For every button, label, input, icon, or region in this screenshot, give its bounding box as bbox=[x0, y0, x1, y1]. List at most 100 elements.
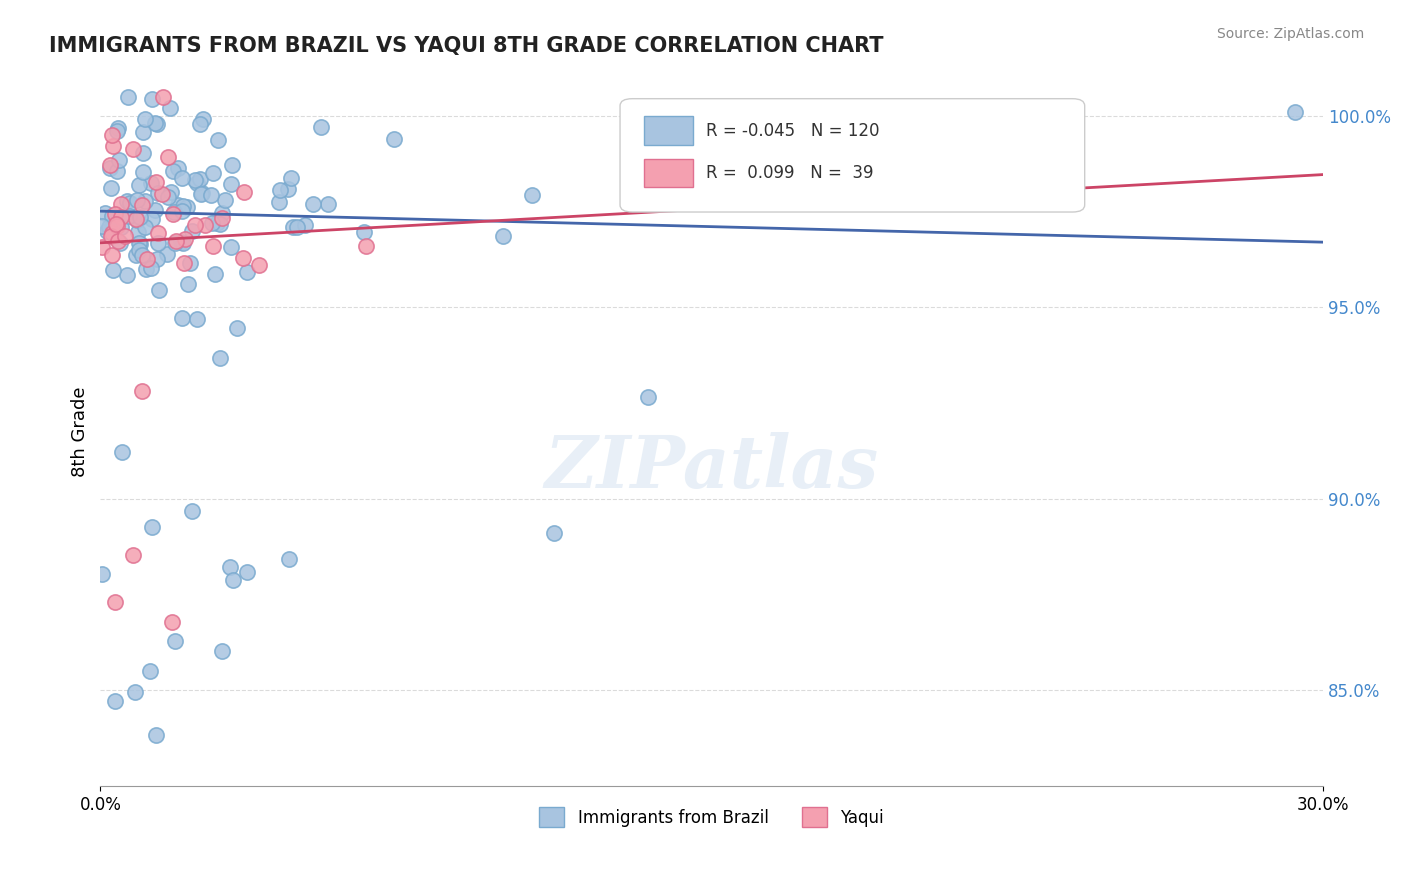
Point bbox=[277, 182, 299, 196]
Point bbox=[146, 252, 169, 266]
Point bbox=[146, 235, 169, 250]
Point bbox=[127, 212, 149, 227]
Point bbox=[115, 194, 138, 208]
Point bbox=[214, 193, 236, 207]
Point bbox=[172, 199, 194, 213]
Point bbox=[543, 526, 565, 541]
Point bbox=[201, 216, 224, 230]
Point bbox=[221, 239, 243, 253]
Point bbox=[1284, 104, 1306, 119]
Point bbox=[249, 259, 271, 273]
Point bbox=[135, 261, 157, 276]
Point bbox=[172, 171, 194, 186]
Point bbox=[152, 89, 174, 103]
Point bbox=[183, 218, 205, 232]
Bar bbox=[644, 159, 693, 187]
Point bbox=[353, 225, 375, 239]
Point bbox=[225, 320, 247, 334]
Point bbox=[139, 260, 162, 275]
Point bbox=[162, 615, 184, 629]
Point bbox=[207, 133, 229, 147]
Point bbox=[637, 390, 659, 404]
Point bbox=[191, 112, 214, 126]
Point bbox=[101, 128, 124, 142]
Point bbox=[104, 217, 127, 231]
Point bbox=[218, 559, 240, 574]
Point bbox=[301, 196, 323, 211]
Point bbox=[121, 548, 143, 562]
Point bbox=[103, 263, 125, 277]
Point bbox=[110, 210, 132, 224]
Point bbox=[128, 225, 150, 239]
Point bbox=[163, 204, 186, 219]
Point bbox=[105, 164, 128, 178]
Point bbox=[111, 445, 134, 459]
Point bbox=[104, 595, 127, 609]
Point bbox=[186, 176, 208, 190]
Point bbox=[143, 203, 166, 218]
Point bbox=[222, 573, 245, 587]
Point bbox=[236, 265, 259, 279]
Point bbox=[163, 634, 186, 648]
Point bbox=[127, 193, 149, 207]
Point bbox=[104, 694, 127, 708]
Point bbox=[141, 520, 163, 534]
Point bbox=[294, 218, 316, 232]
Point bbox=[170, 311, 193, 326]
Point bbox=[150, 186, 173, 201]
Point bbox=[145, 175, 167, 189]
Point bbox=[148, 186, 170, 200]
Point bbox=[172, 204, 194, 219]
Point bbox=[160, 186, 183, 200]
Point bbox=[492, 229, 515, 244]
Point bbox=[285, 220, 308, 235]
Point bbox=[382, 131, 405, 145]
Point bbox=[146, 226, 169, 240]
Point bbox=[100, 228, 122, 243]
Point bbox=[194, 218, 217, 232]
Point bbox=[269, 183, 291, 197]
Point bbox=[100, 181, 122, 195]
Point bbox=[131, 384, 153, 398]
Point bbox=[131, 197, 153, 211]
Point bbox=[134, 194, 156, 209]
Point bbox=[131, 248, 153, 262]
Point bbox=[183, 172, 205, 186]
Bar bbox=[644, 116, 693, 145]
Point bbox=[98, 161, 121, 175]
Point bbox=[107, 234, 129, 248]
Point bbox=[105, 124, 128, 138]
Point bbox=[165, 236, 187, 251]
Point bbox=[232, 251, 254, 265]
Point bbox=[101, 226, 124, 240]
Point bbox=[267, 194, 290, 209]
Point bbox=[522, 188, 544, 202]
Point bbox=[159, 101, 181, 115]
Point bbox=[118, 196, 141, 211]
Point bbox=[128, 178, 150, 193]
Point bbox=[108, 236, 131, 251]
Point bbox=[201, 239, 224, 253]
Point bbox=[166, 197, 188, 211]
Point bbox=[191, 186, 214, 200]
Point bbox=[318, 197, 340, 211]
Point bbox=[148, 283, 170, 297]
Text: R =  0.099   N =  39: R = 0.099 N = 39 bbox=[706, 164, 873, 182]
Text: R = -0.045   N = 120: R = -0.045 N = 120 bbox=[706, 121, 879, 139]
Point bbox=[173, 256, 195, 270]
Point bbox=[132, 125, 155, 139]
Point bbox=[172, 235, 194, 250]
Point bbox=[132, 165, 155, 179]
Point bbox=[98, 158, 121, 172]
Point bbox=[188, 172, 211, 186]
Point bbox=[96, 223, 118, 237]
Point bbox=[143, 116, 166, 130]
Point bbox=[176, 200, 198, 214]
Point bbox=[156, 246, 179, 260]
Point bbox=[186, 312, 208, 326]
Point bbox=[190, 186, 212, 201]
Point bbox=[204, 268, 226, 282]
Point bbox=[280, 171, 302, 186]
Point bbox=[101, 248, 124, 262]
Point bbox=[209, 217, 232, 231]
